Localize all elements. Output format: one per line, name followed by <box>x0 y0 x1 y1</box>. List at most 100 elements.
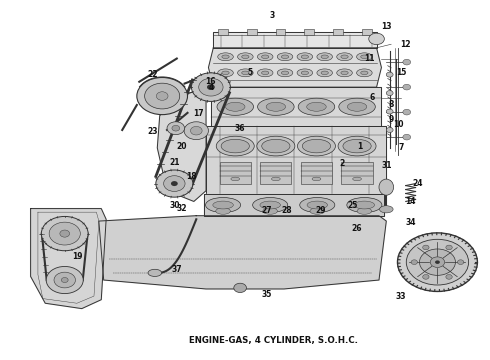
Text: 16: 16 <box>206 77 216 86</box>
Text: 13: 13 <box>381 22 392 31</box>
Ellipse shape <box>222 55 229 59</box>
Text: 2: 2 <box>340 159 345 168</box>
Ellipse shape <box>301 55 309 59</box>
Circle shape <box>156 170 193 197</box>
Circle shape <box>60 230 70 237</box>
Circle shape <box>156 92 168 100</box>
Ellipse shape <box>260 201 280 209</box>
Bar <box>301 162 332 184</box>
Text: 5: 5 <box>247 68 252 77</box>
Text: 20: 20 <box>176 141 187 150</box>
Circle shape <box>184 122 208 140</box>
Circle shape <box>386 109 393 114</box>
Circle shape <box>54 272 75 288</box>
Text: 23: 23 <box>147 127 158 136</box>
Text: 17: 17 <box>194 109 204 118</box>
Ellipse shape <box>257 69 273 77</box>
Ellipse shape <box>218 53 233 61</box>
Ellipse shape <box>262 55 269 59</box>
Text: 21: 21 <box>169 158 180 167</box>
Ellipse shape <box>281 71 289 75</box>
Circle shape <box>234 283 246 293</box>
Ellipse shape <box>341 55 348 59</box>
Ellipse shape <box>321 71 328 75</box>
Ellipse shape <box>317 53 333 61</box>
Circle shape <box>137 77 188 114</box>
Ellipse shape <box>357 53 372 61</box>
Polygon shape <box>203 194 384 216</box>
Polygon shape <box>213 32 376 48</box>
Polygon shape <box>206 126 386 194</box>
Circle shape <box>49 222 80 245</box>
Circle shape <box>458 260 464 265</box>
Circle shape <box>145 83 180 109</box>
Text: 1: 1 <box>357 141 362 150</box>
Ellipse shape <box>337 53 352 61</box>
Ellipse shape <box>231 177 240 181</box>
Circle shape <box>171 181 178 186</box>
Ellipse shape <box>361 71 368 75</box>
Ellipse shape <box>225 102 245 111</box>
Text: ENGINE-GAS, 4 CYLINDER, S.O.H.C.: ENGINE-GAS, 4 CYLINDER, S.O.H.C. <box>189 336 358 345</box>
Ellipse shape <box>242 55 249 59</box>
Circle shape <box>446 245 452 250</box>
Circle shape <box>446 275 452 279</box>
Text: 32: 32 <box>176 204 187 213</box>
Text: 4: 4 <box>208 83 214 92</box>
Text: 11: 11 <box>364 54 374 63</box>
Text: 26: 26 <box>352 224 362 233</box>
Circle shape <box>423 245 429 250</box>
Text: 7: 7 <box>398 143 404 152</box>
Text: 6: 6 <box>369 93 374 102</box>
Ellipse shape <box>257 136 295 156</box>
Ellipse shape <box>354 201 374 209</box>
Bar <box>276 29 286 35</box>
Polygon shape <box>30 208 106 309</box>
Text: 29: 29 <box>315 206 326 215</box>
Ellipse shape <box>297 69 313 77</box>
Bar <box>333 29 343 35</box>
Ellipse shape <box>242 71 249 75</box>
Text: 3: 3 <box>269 11 274 20</box>
Ellipse shape <box>347 198 382 212</box>
Text: 19: 19 <box>72 252 82 261</box>
Polygon shape <box>211 87 381 126</box>
Ellipse shape <box>300 198 335 212</box>
Polygon shape <box>99 216 386 289</box>
Ellipse shape <box>253 198 288 212</box>
Ellipse shape <box>307 102 326 111</box>
Text: 34: 34 <box>405 219 416 228</box>
Circle shape <box>406 239 468 285</box>
Circle shape <box>46 266 83 294</box>
Ellipse shape <box>353 177 362 181</box>
Circle shape <box>403 59 411 65</box>
Circle shape <box>403 84 411 90</box>
Circle shape <box>411 260 417 265</box>
Ellipse shape <box>321 55 328 59</box>
Ellipse shape <box>317 69 333 77</box>
Circle shape <box>191 126 202 135</box>
Text: 14: 14 <box>405 197 416 206</box>
Ellipse shape <box>221 139 249 153</box>
Text: 28: 28 <box>281 206 292 215</box>
Ellipse shape <box>357 208 372 214</box>
Bar <box>304 29 314 35</box>
Ellipse shape <box>216 136 254 156</box>
Circle shape <box>192 73 230 102</box>
Ellipse shape <box>298 98 335 115</box>
Ellipse shape <box>238 69 253 77</box>
Ellipse shape <box>297 53 313 61</box>
Ellipse shape <box>277 53 293 61</box>
Bar <box>218 29 228 35</box>
Ellipse shape <box>341 71 348 75</box>
Ellipse shape <box>258 98 294 115</box>
Text: 37: 37 <box>172 265 182 274</box>
Circle shape <box>164 176 185 192</box>
Ellipse shape <box>297 136 336 156</box>
Text: 8: 8 <box>389 100 394 109</box>
Bar <box>247 29 257 35</box>
Circle shape <box>167 122 185 135</box>
Ellipse shape <box>148 269 162 276</box>
Ellipse shape <box>361 55 368 59</box>
Bar <box>220 162 251 184</box>
